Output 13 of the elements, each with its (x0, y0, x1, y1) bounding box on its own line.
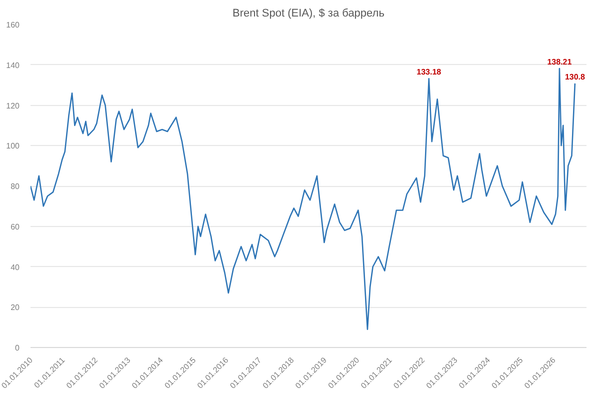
y-tick-label: 140 (6, 60, 20, 70)
annotation: 133.18 (416, 68, 442, 77)
annotation: 138.21 (547, 57, 572, 66)
y-tick-label: 40 (10, 262, 20, 272)
y-tick-label: 80 (10, 182, 20, 191)
y-tick-label: 160 (6, 20, 20, 30)
y-tick-label: 0 (15, 344, 20, 352)
annotation: 130.8 (564, 72, 586, 82)
y-tick-label: 100 (6, 142, 20, 151)
y-tick-label: 20 (10, 303, 20, 312)
y-tick-label: 120 (6, 101, 20, 110)
y-tick-label: 60 (10, 222, 20, 232)
chart-title: Brent Spot (EIA), $ за баррель (232, 8, 385, 20)
